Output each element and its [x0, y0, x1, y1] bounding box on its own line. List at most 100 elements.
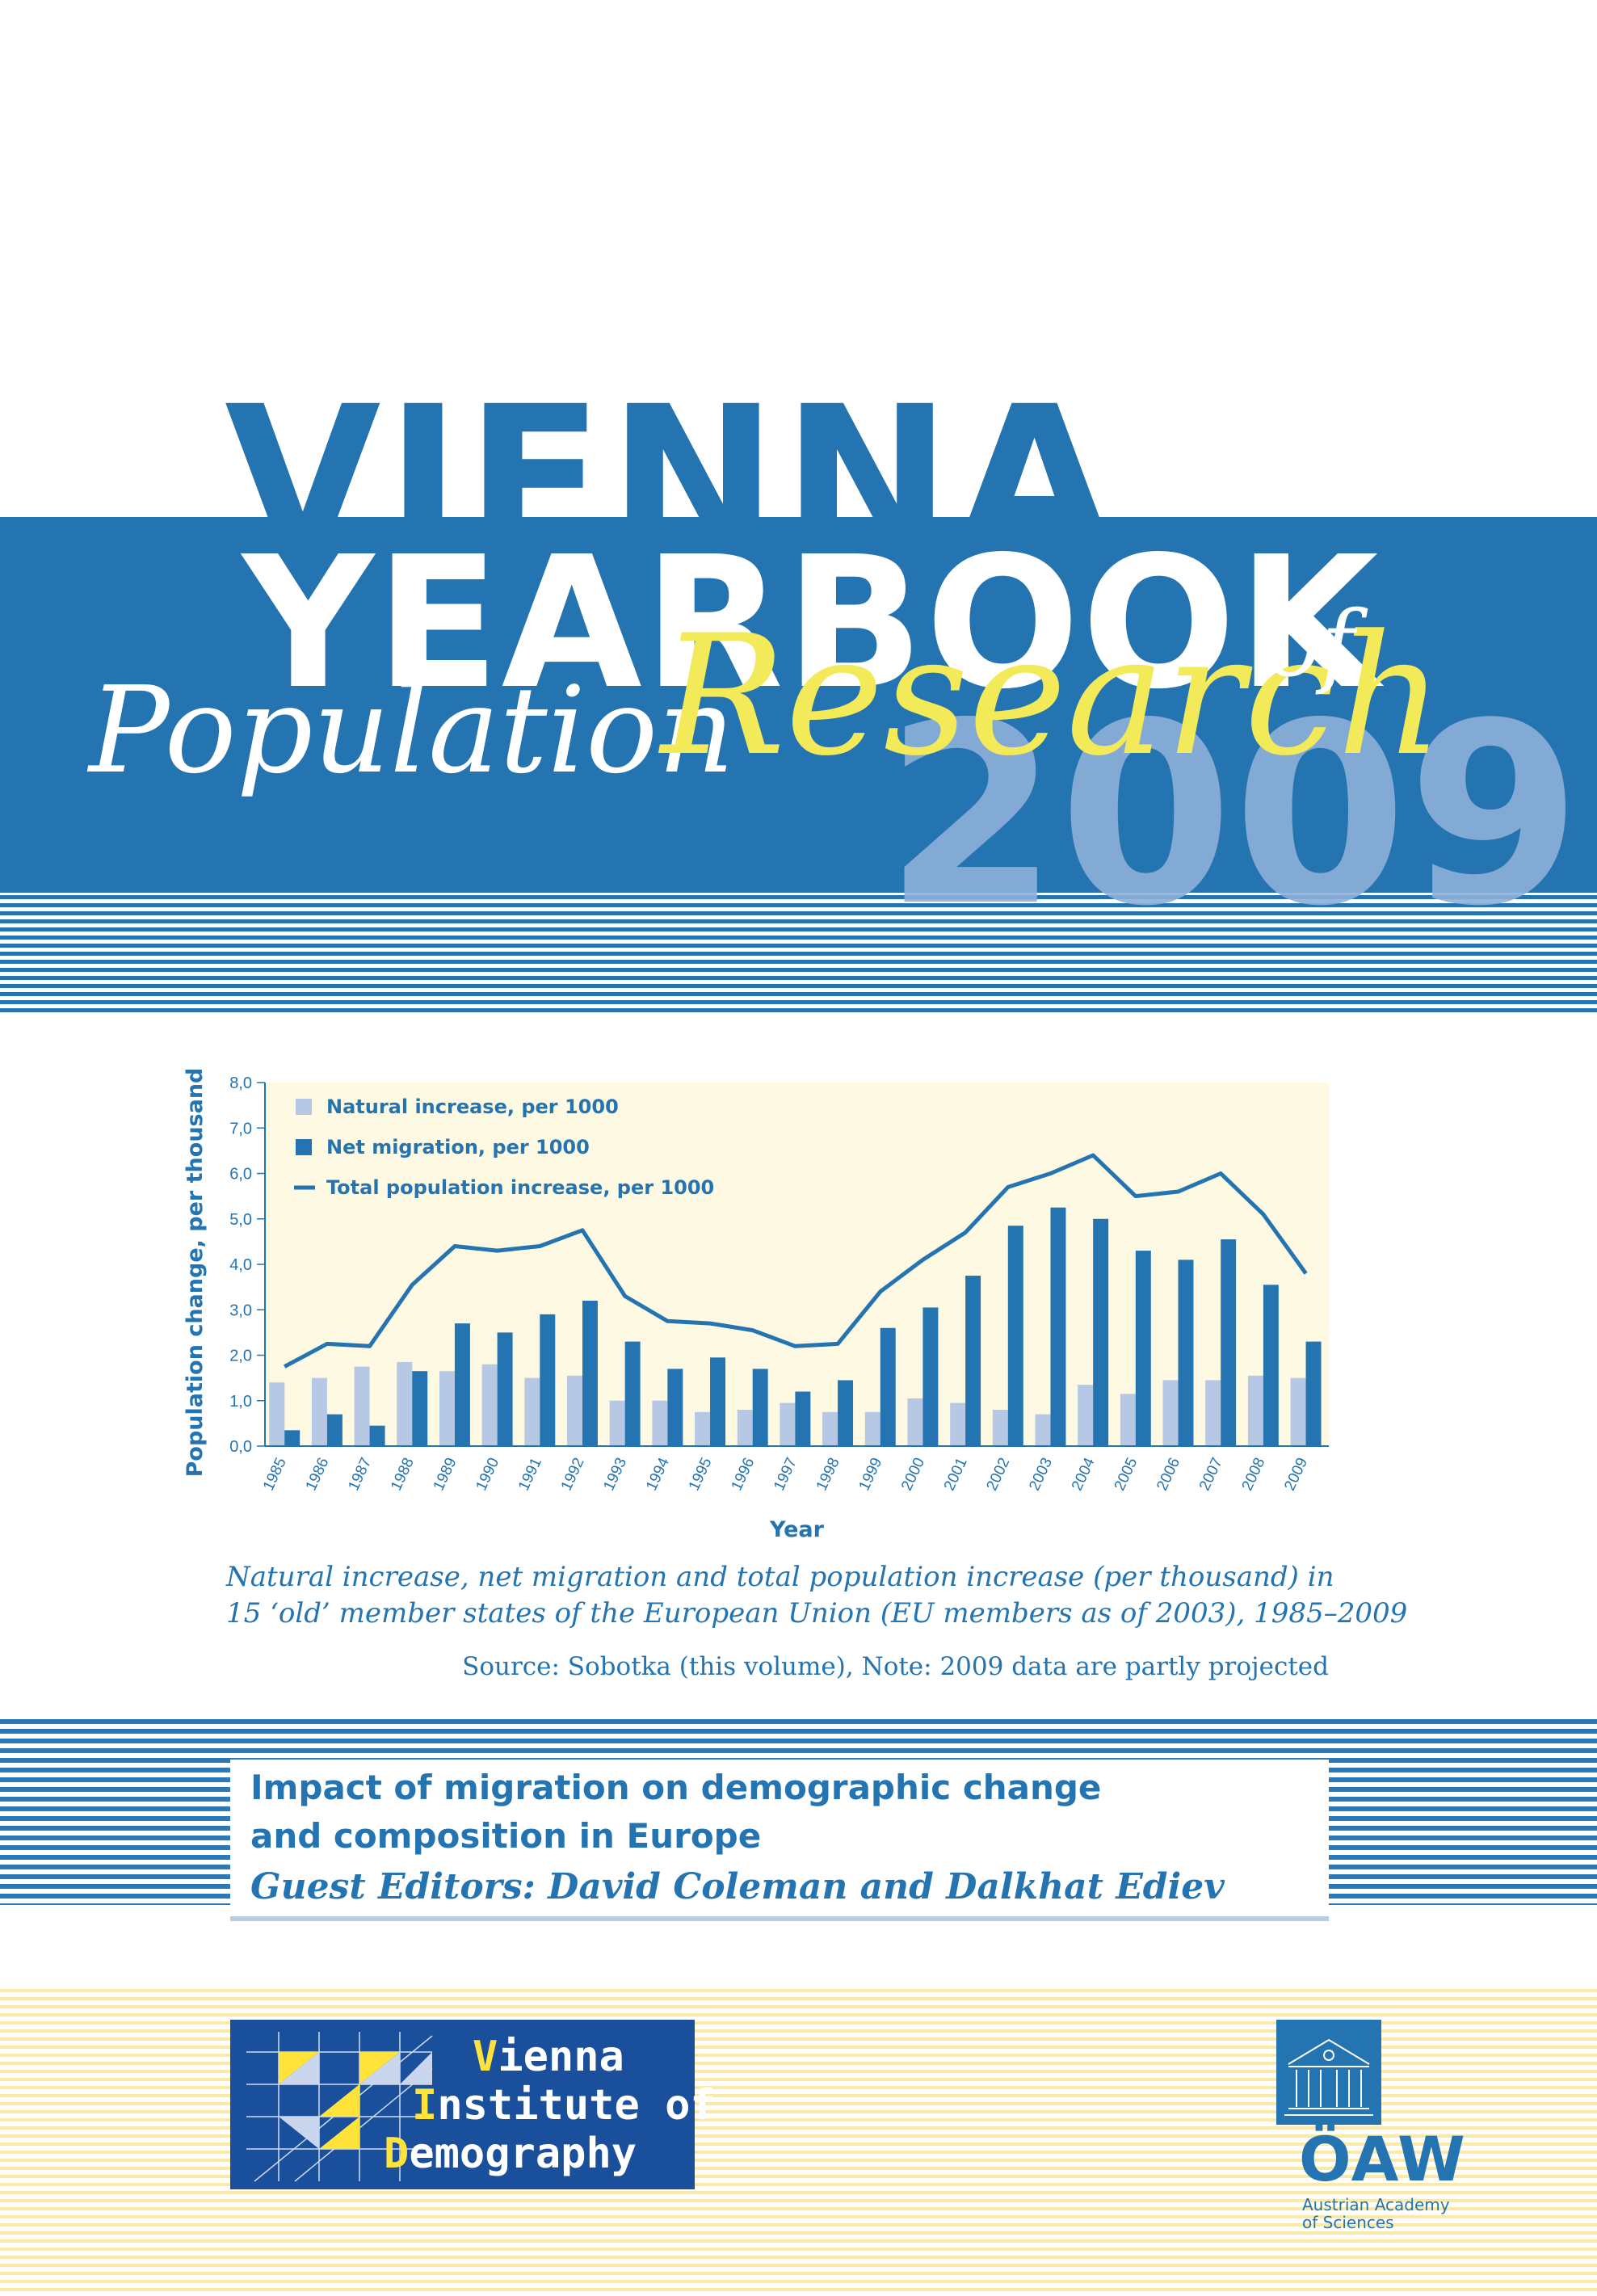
title-vienna: VIENNA: [225, 363, 1118, 598]
x-tick-label: 1993: [600, 1455, 630, 1493]
x-tick-label: 2003: [1026, 1455, 1056, 1493]
title-yearbook: YEARBOOK: [242, 518, 1381, 730]
caption-line-1: Natural increase, net migration and tota…: [226, 1561, 1334, 1593]
theme-title-line-2: and composition in Europe: [250, 1816, 762, 1856]
natural-increase-bar: [609, 1400, 625, 1446]
net-migration-bar: [752, 1369, 768, 1446]
natural-increase-bar: [652, 1400, 668, 1446]
x-tick-label: 1985: [260, 1455, 290, 1493]
x-tick-label: 2002: [984, 1455, 1014, 1493]
net-migration-bar: [922, 1307, 939, 1446]
natural-increase-bar: [524, 1377, 540, 1446]
population-chart: 0,0 1,0 2,0 3,0 4,0 5,0 6,0 7,0 8,0 1985 1986 1987…: [183, 1068, 1329, 1542]
y-tick-label: 3,0: [229, 1301, 252, 1319]
natural-increase-bar: [1205, 1380, 1221, 1446]
x-tick-label: 1997: [771, 1455, 801, 1493]
natural-increase-bar: [695, 1411, 711, 1446]
y-tick-label: 1,0: [229, 1393, 252, 1411]
natural-increase-bar: [354, 1366, 370, 1446]
natural-increase-bar: [567, 1375, 582, 1446]
natural-increase-bar: [1120, 1394, 1136, 1446]
oaw-subtitle: Austrian Academy of Sciences: [1302, 2196, 1464, 2231]
vid-logo-graphic: [246, 2032, 433, 2182]
net-migration-bar: [1263, 1285, 1279, 1446]
x-tick-label: 2008: [1239, 1455, 1269, 1493]
legend-swatch: [296, 1099, 312, 1115]
oaw-abbreviation: ÖAW: [1299, 2123, 1467, 2195]
x-tick-label: 2000: [898, 1455, 928, 1493]
x-tick-label: 1987: [345, 1455, 375, 1493]
x-tick-label: 2004: [1069, 1455, 1099, 1494]
y-tick-label: 2,0: [229, 1348, 252, 1365]
net-migration-bar: [1178, 1259, 1194, 1446]
title-band: [0, 517, 1597, 893]
net-migration-bar: [838, 1380, 854, 1446]
net-migration-bar: [369, 1425, 385, 1446]
net-migration-bar: [582, 1301, 598, 1446]
net-migration-bar: [1135, 1251, 1151, 1446]
natural-increase-bar: [311, 1377, 327, 1446]
net-migration-bar: [795, 1391, 811, 1446]
natural-increase-bar: [737, 1410, 753, 1446]
net-migration-bar: [326, 1414, 343, 1446]
natural-increase-bar: [822, 1411, 838, 1446]
title-population: Population: [89, 661, 735, 800]
natural-increase-bar: [439, 1371, 455, 1446]
net-migration-bar: [667, 1369, 683, 1446]
natural-increase-bar: [780, 1402, 796, 1446]
x-tick-label: 1994: [643, 1455, 673, 1494]
net-migration-bar: [1007, 1226, 1023, 1446]
net-migration-bar: [1050, 1207, 1066, 1446]
x-tick-label: 1998: [813, 1455, 843, 1493]
natural-increase-bar: [1247, 1375, 1263, 1446]
total-increase-line: [284, 1153, 1308, 1369]
vid-line-1: Vienna: [473, 2033, 624, 2081]
x-tick-label: 1999: [855, 1455, 885, 1493]
oaw-subtitle-line-2: of Sciences: [1302, 2213, 1394, 2232]
x-tick-label: 2009: [1281, 1455, 1311, 1493]
x-tick-label: 1989: [431, 1455, 460, 1493]
net-migration-bar: [412, 1371, 428, 1446]
net-migration-bar: [540, 1314, 556, 1446]
natural-increase-bar: [1162, 1380, 1179, 1446]
x-tick-label: 2005: [1112, 1455, 1141, 1493]
net-migration-bar: [1221, 1239, 1237, 1446]
stripes-top: [0, 895, 1597, 1012]
y-tick-label: 8,0: [229, 1074, 252, 1092]
natural-increase-bar: [864, 1411, 880, 1446]
natural-increase-bar: [1078, 1385, 1094, 1446]
natural-increase-bar: [397, 1361, 413, 1446]
title-year: 2009: [885, 670, 1582, 961]
legend-label: Natural increase, per 1000: [326, 1095, 619, 1118]
y-tick-label: 6,0: [229, 1166, 252, 1184]
natural-increase-bar: [269, 1382, 285, 1446]
title-of: of: [1267, 592, 1355, 697]
x-tick-label: 1996: [728, 1455, 758, 1493]
vid-logo: Vienna Institute of Demography: [230, 2020, 716, 2189]
vid-line-2: Institute of: [412, 2081, 716, 2130]
natural-increase-bar: [481, 1364, 498, 1446]
x-tick-label: 1995: [686, 1455, 716, 1493]
theme-box: [230, 1760, 1329, 1921]
natural-increase-bar: [1035, 1414, 1051, 1446]
net-migration-bar: [284, 1430, 300, 1446]
natural-increase-bar: [992, 1410, 1008, 1446]
natural-increase-bar: [907, 1398, 923, 1446]
x-tick-label: 1988: [388, 1455, 418, 1493]
x-tick-label: 1992: [558, 1455, 588, 1493]
figure-caption: Natural increase, net migration and tota…: [226, 1559, 1438, 1632]
net-migration-bar: [880, 1327, 896, 1446]
x-tick-label: 1991: [515, 1455, 545, 1493]
y-tick-label: 4,0: [229, 1256, 252, 1274]
net-migration-bar: [965, 1276, 981, 1446]
x-tick-label: 1990: [473, 1455, 502, 1493]
y-axis-label: Population change, per thousand: [183, 1068, 208, 1478]
net-migration-bar: [624, 1341, 641, 1446]
oaw-building-logo: [1276, 2020, 1381, 2125]
oaw-subtitle-line-1: Austrian Academy: [1302, 2195, 1450, 2214]
guest-editors: Guest Editors: David Coleman and Dalkhat…: [250, 1866, 1225, 1907]
legend-label: Total population increase, per 1000: [326, 1176, 714, 1199]
figure-source: Source: Sobotka (this volume), Note: 200…: [462, 1652, 1329, 1681]
net-migration-bar: [710, 1357, 725, 1446]
building-icon: [1284, 2038, 1373, 2116]
